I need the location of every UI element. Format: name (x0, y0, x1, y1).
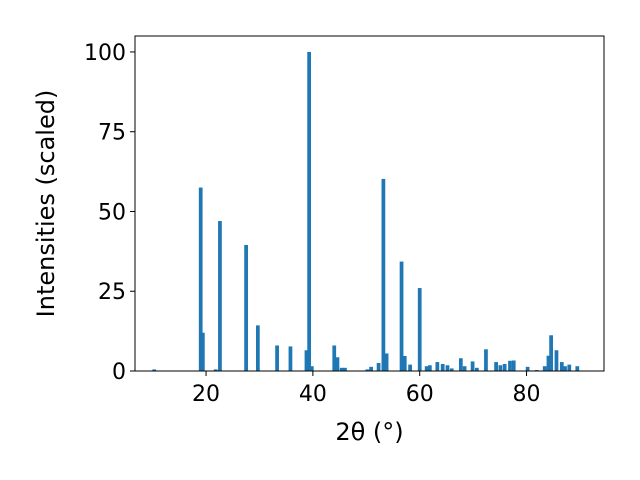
bar (484, 349, 488, 371)
y-tick-label: 0 (112, 360, 126, 385)
bar (470, 361, 475, 371)
bar (369, 366, 373, 371)
bar (332, 345, 337, 371)
bar (549, 335, 553, 371)
bar (424, 366, 429, 371)
bar (449, 368, 454, 371)
x-tick-label: 60 (406, 382, 434, 407)
bar (408, 364, 412, 371)
bar (440, 363, 445, 371)
bar (343, 367, 347, 371)
bar (575, 366, 580, 371)
y-axis-ticks: 0 25 50 75 100 (84, 41, 135, 385)
y-tick-label: 50 (98, 200, 126, 225)
bar (475, 367, 479, 371)
bar (198, 187, 203, 371)
bar (546, 355, 551, 371)
bar (384, 353, 389, 371)
y-tick-label: 75 (98, 121, 126, 146)
x-axis-ticks: 20 40 60 80 (192, 371, 541, 407)
bar (255, 325, 260, 371)
x-axis-label: 2θ (°) (335, 418, 403, 446)
bar (402, 356, 407, 371)
bar (445, 365, 450, 371)
bar (275, 345, 279, 371)
bar (152, 369, 157, 371)
bar (563, 366, 567, 371)
y-tick-label: 25 (98, 280, 126, 305)
bar (542, 366, 547, 371)
x-tick-label: 80 (513, 382, 541, 407)
bar (559, 362, 564, 371)
bar (213, 369, 218, 371)
bar (417, 288, 422, 371)
plot-area (152, 51, 580, 371)
bar (462, 366, 467, 371)
bar (304, 350, 309, 371)
bar (376, 363, 381, 371)
bar (567, 364, 572, 371)
y-tick-label: 100 (84, 41, 126, 66)
bar (399, 261, 404, 371)
bar (218, 221, 222, 371)
bar (307, 51, 312, 371)
bar (335, 357, 340, 371)
bar (244, 244, 248, 371)
bar (494, 362, 498, 371)
bar (365, 369, 370, 371)
y-axis-label: Intensities (scaled) (32, 90, 60, 318)
axes-frame (134, 35, 605, 372)
bar (309, 366, 314, 371)
x-tick-label: 40 (299, 382, 327, 407)
bar (511, 360, 516, 371)
bar (427, 365, 432, 371)
bar (525, 366, 530, 371)
bar (339, 367, 344, 371)
x-tick-label: 20 (192, 382, 220, 407)
bar (554, 350, 559, 371)
bar (381, 178, 386, 371)
bar (498, 365, 503, 371)
bar (288, 346, 293, 371)
bar (435, 362, 440, 371)
bar (502, 363, 507, 371)
bar (508, 360, 512, 371)
bar (458, 358, 463, 371)
bar (200, 332, 205, 371)
